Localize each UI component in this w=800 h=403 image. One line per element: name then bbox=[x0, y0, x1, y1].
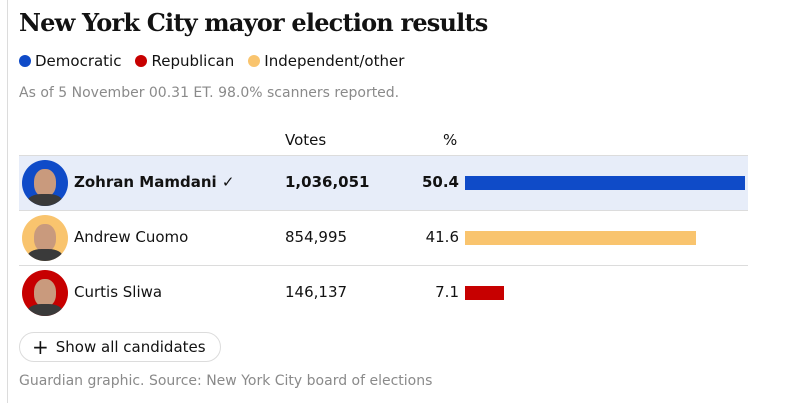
candidate-name: Andrew Cuomo bbox=[74, 228, 189, 246]
legend-dot-icon bbox=[135, 55, 148, 67]
subtitle: As of 5 November 00.31 ET. 98.0% scanner… bbox=[19, 85, 400, 101]
vote-share-bar bbox=[465, 176, 745, 190]
vote-share-bar bbox=[465, 231, 697, 245]
source-footer: Guardian graphic. Source: New York City … bbox=[19, 373, 433, 389]
candidate-row: Andrew Cuomo 854,995 41.6 bbox=[19, 210, 748, 265]
legend-independent: Independent/other bbox=[248, 52, 404, 70]
show-all-candidates-button[interactable]: + Show all candidates bbox=[19, 332, 221, 362]
candidate-pct: 41.6 bbox=[425, 228, 459, 246]
candidate-row: Zohran Mamdani ✓ 1,036,051 50.4 bbox=[19, 155, 748, 210]
legend: Democratic Republican Independent/other bbox=[19, 52, 404, 70]
avatar-face bbox=[34, 169, 56, 197]
avatar-body bbox=[27, 249, 63, 261]
votes-header: Votes bbox=[285, 131, 327, 149]
candidate-pct: 7.1 bbox=[435, 283, 459, 301]
candidate-avatar bbox=[22, 270, 68, 316]
candidate-votes: 854,995 bbox=[285, 228, 348, 246]
candidate-votes: 1,036,051 bbox=[285, 173, 370, 191]
avatar-body bbox=[27, 194, 63, 206]
legend-democratic: Democratic bbox=[19, 52, 121, 70]
avatar-face bbox=[34, 279, 56, 307]
candidate-votes: 146,137 bbox=[285, 283, 348, 301]
candidate-avatar bbox=[22, 215, 68, 261]
candidate-row: Curtis Sliwa 146,137 7.1 bbox=[19, 265, 748, 320]
candidate-avatar bbox=[22, 160, 68, 206]
left-divider bbox=[7, 0, 8, 403]
legend-dot-icon bbox=[19, 55, 31, 67]
candidate-name: Zohran Mamdani ✓ bbox=[74, 173, 235, 191]
avatar-face bbox=[34, 224, 56, 252]
candidate-pct: 50.4 bbox=[421, 173, 459, 191]
vote-share-bar bbox=[465, 286, 505, 300]
pct-header: % bbox=[443, 131, 458, 149]
avatar-body bbox=[27, 304, 63, 316]
legend-dot-icon bbox=[248, 55, 261, 67]
chart-title: New York City mayor election results bbox=[19, 8, 488, 37]
check-icon: ✓ bbox=[221, 173, 235, 191]
legend-republican: Republican bbox=[135, 52, 234, 70]
plus-icon: + bbox=[32, 335, 49, 359]
candidate-name: Curtis Sliwa bbox=[74, 283, 163, 301]
